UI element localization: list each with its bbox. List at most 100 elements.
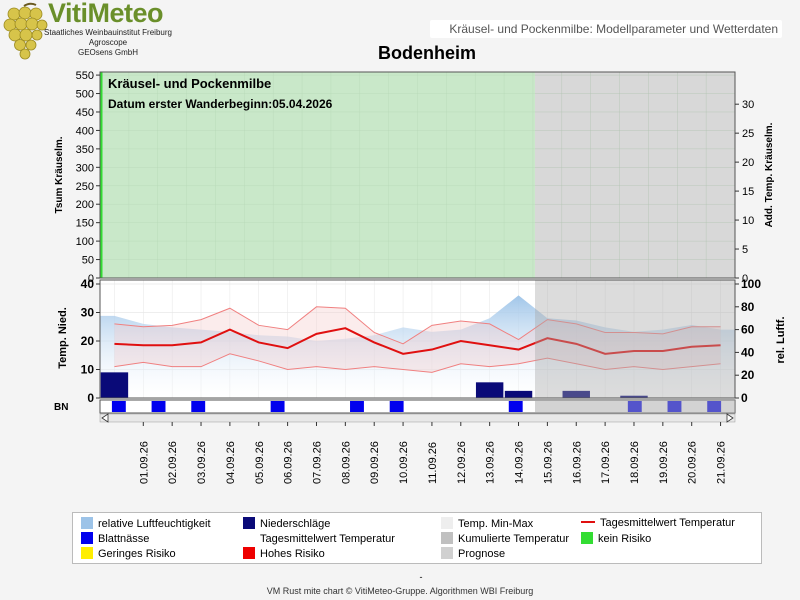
precip-bar: [562, 390, 590, 398]
x-tick-label: 14.09.26: [514, 441, 526, 484]
precip-bar: [504, 390, 533, 398]
legend-item: Tagesmittelwert Temperatur: [581, 517, 735, 529]
x-tick-label: 03.09.26: [196, 441, 208, 484]
x-tick-label: 11.09.26: [427, 442, 439, 484]
lower-y-tick-label: 0: [87, 391, 94, 405]
upper-y-tick-label: 50: [82, 255, 94, 267]
x-tick-label: 18.09.26: [629, 441, 641, 484]
chart-annotation-1: Kräusel- und Pockenmilbe: [108, 76, 271, 91]
logo-line-1: Staatliches Weinbauinstitut Freiburg: [44, 28, 172, 37]
forecast-shade-lower: [535, 280, 735, 398]
x-tick-label: 08.09.26: [340, 441, 352, 484]
upper-y2-tick-label: 15: [742, 186, 754, 198]
upper-y-ticks-right: 0 5 10 15 20 25 30: [735, 99, 754, 285]
x-tick-label: 04.09.26: [225, 441, 237, 484]
legend-label: Niederschläge: [260, 518, 331, 530]
temp-max-line: [114, 306, 721, 345]
precip-bar: [620, 395, 648, 398]
logo-line-3: GEOsens GmbH: [77, 48, 138, 57]
x-tick-label: 19.09.26: [658, 441, 670, 484]
lower-y-axis-label: Temp. Nied.: [57, 307, 69, 369]
temp-min-line: [114, 353, 721, 373]
bn-cell: [389, 401, 404, 412]
upper-y-tick-label: 200: [76, 199, 94, 211]
lower-y-tick-label: 10: [81, 363, 95, 377]
legend-label: Hohes Risiko: [260, 548, 325, 560]
bn-label: BN: [54, 402, 68, 413]
station-name: Bodenheim: [377, 43, 476, 63]
lower-y-tick-label: 20: [81, 334, 95, 348]
x-tick-label: 02.09.26: [167, 441, 179, 484]
legend-item: relative Luftfeuchtigkeit: [81, 517, 211, 530]
x-tick-label: 13.09.26: [485, 441, 497, 484]
time-scrollbar[interactable]: [99, 413, 736, 423]
legend-swatch: [81, 532, 93, 544]
legend-item: Geringes Risiko: [81, 547, 176, 560]
x-tick-label: 06.09.26: [283, 441, 295, 484]
legend-item: Blattnässe: [81, 532, 149, 545]
forecast-shade-upper: [535, 72, 735, 278]
bn-cell: [508, 401, 523, 412]
x-axis-labels: 01.09.26 02.09.26 03.09.26 04.09.26 05.09.26…: [138, 422, 728, 484]
upper-panel-frame: [99, 71, 736, 279]
upper-y2-tick-label: 30: [742, 99, 754, 111]
legend-label: kein Risiko: [598, 533, 652, 545]
legend-label: Temp. Min-Max: [458, 518, 534, 530]
lower-y2-tick-label: 60: [741, 323, 755, 337]
x-tick-label: 09.09.26: [369, 441, 381, 484]
lower-y-tick-label: 40: [81, 277, 95, 291]
legend-item: Temp. Min-Max: [441, 517, 533, 530]
forecast-shade-bn: [535, 400, 735, 413]
x-tick-label: 21.09.26: [716, 441, 728, 484]
scroll-left-handle[interactable]: [101, 413, 109, 423]
logo-name: VitiMeteo: [48, 0, 164, 28]
risk-band-kein-risiko: [100, 72, 535, 278]
scroll-right-arrow-icon[interactable]: [726, 413, 734, 423]
legend-label: relative Luftfeuchtigkeit: [98, 518, 211, 530]
legend-swatch: [81, 547, 93, 559]
legend-label: Tagesmittelwert Temperatur: [260, 533, 395, 545]
upper-y-tick-label: 350: [76, 144, 94, 156]
lower-y-ticks-left: 0 10 20 30 40: [81, 277, 100, 405]
bn-cell: [270, 401, 285, 412]
scroll-right-handle[interactable]: [726, 413, 734, 423]
legend-label: Geringes Risiko: [98, 548, 176, 560]
x-tick-label: 05.09.26: [254, 441, 266, 484]
lower-y2-tick-label: 40: [741, 345, 755, 359]
precip-bar: [100, 372, 129, 398]
legend-item: kein Risiko: [581, 532, 651, 545]
legend-label: Blattnässe: [98, 533, 150, 545]
lower-panel-frame: [99, 279, 736, 399]
lower-y2-tick-label: 0: [741, 391, 748, 405]
bn-cell: [350, 401, 364, 412]
upper-y-tick-label: 250: [76, 181, 94, 193]
legend-item: Tagesmittelwert Temperatur: [243, 532, 395, 545]
legend-swatch: [243, 532, 255, 544]
legend-swatch: [441, 547, 453, 559]
upper-y2-tick-label: 5: [742, 244, 748, 256]
legend-label: Prognose: [458, 548, 506, 560]
lower-y-ticks-right: 0 20 40 60 80 100: [735, 277, 761, 405]
x-tick-label: 07.09.26: [311, 441, 323, 484]
legend-swatch: [441, 532, 453, 544]
upper-y-tick-label: 450: [76, 107, 94, 119]
legend-swatch: [243, 517, 255, 529]
upper-y-tick-label: 500: [76, 89, 94, 101]
x-tick-label: 16.09.26: [571, 441, 583, 484]
upper-y2-tick-label: 10: [742, 215, 754, 227]
upper-y-tick-label: 0: [88, 273, 94, 285]
upper-y-tick-label: 300: [76, 162, 94, 174]
lower-y-tick-label: 30: [81, 306, 95, 320]
upper-grid: [99, 72, 736, 279]
chart-annotation-2: Datum erster Wanderbeginn:05.04.2026: [108, 97, 333, 111]
x-tick-label: 12.09.26: [456, 441, 468, 484]
upper-y-tick-label: 150: [76, 218, 94, 230]
upper-y-tick-label: 550: [76, 70, 94, 82]
legend-item: Niederschläge: [243, 517, 330, 530]
footer-credit: VM Rust mite chart © VitiMeteo-Gruppe. A…: [266, 586, 534, 596]
bn-cell: [191, 401, 206, 412]
bn-cell: [151, 401, 166, 412]
bn-cell: [111, 401, 126, 412]
scroll-left-arrow-icon[interactable]: [101, 413, 109, 423]
